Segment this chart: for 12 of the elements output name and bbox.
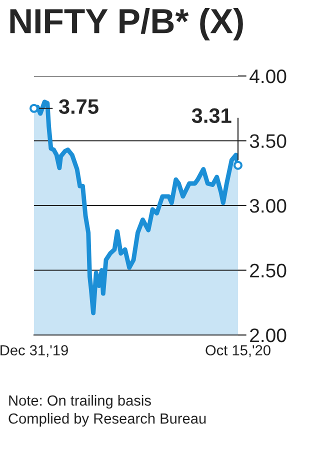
chart-title: NIFTY P/B* (X) — [10, 8, 243, 40]
annotation: 3.31 — [192, 108, 232, 124]
y-tick-label: 2.50 — [250, 264, 286, 278]
y-tick-label: 3.00 — [250, 198, 286, 213]
text: Note: On trailing basis — [9, 395, 151, 409]
y-tick-label: 2.00 — [250, 328, 286, 342]
x-tick-label: Dec 31,'19 — [0, 345, 68, 358]
y-tick-label: 3.50 — [250, 134, 286, 148]
text: Complied by Research Bureau — [8, 413, 206, 427]
annotation: 3.75 — [58, 99, 98, 114]
x-tick-label: Oct 15,'20 — [206, 345, 270, 358]
y-tick-label: 4.00 — [250, 69, 286, 84]
